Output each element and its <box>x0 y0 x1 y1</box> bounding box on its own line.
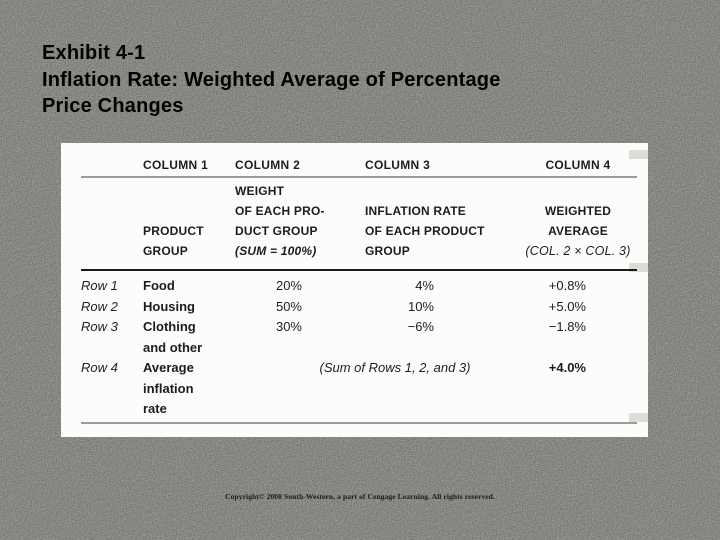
slide-title: Exhibit 4-1 Inflation Rate: Weighted Ave… <box>42 40 501 120</box>
row-label: Row 2 <box>81 298 118 314</box>
weight-subheader: WEIGHT OF EACH PRO- DUCT GROUP (SUM = 10… <box>235 177 360 271</box>
weighted-average-cell: +5.0% <box>548 298 586 314</box>
exhibit-table-panel: COLUMN 1 COLUMN 2 COLUMN 3 COLUMN 4 PROD… <box>61 143 648 437</box>
column-3-header: COLUMN 3 <box>360 151 505 178</box>
weight-cell: 30% <box>275 319 302 334</box>
inflation-table: COLUMN 1 COLUMN 2 COLUMN 3 COLUMN 4 PROD… <box>81 151 637 424</box>
sum-note-cell: (Sum of Rows 1, 2, and 3) <box>235 358 505 424</box>
inflation-rate-cell: 10% <box>407 298 434 314</box>
column-2-header: COLUMN 2 <box>235 151 360 178</box>
empty-cell <box>81 151 143 178</box>
row-label: Row 3 <box>81 319 118 334</box>
empty-cell <box>81 177 143 271</box>
title-line-2: Inflation Rate: Weighted Average of Perc… <box>42 68 501 91</box>
weighted-average-subheader: WEIGHTED AVERAGE (COL. 2 × COL. 3) <box>505 177 637 271</box>
copyright-text: Copyright© 2008 South-Western, a part of… <box>225 492 495 501</box>
weight-cell: 50% <box>275 298 302 314</box>
table-row: Row 1 Food 20% 4% +0.8% <box>81 270 637 297</box>
title-line-1: Exhibit 4-1 <box>42 42 146 64</box>
product-cell: Food <box>143 278 175 293</box>
inflation-rate-cell: 4% <box>415 278 434 293</box>
column-1-header: COLUMN 1 <box>143 151 235 178</box>
subheader-row: PRODUCT GROUP WEIGHT OF EACH PRO- DUCT G… <box>81 177 637 271</box>
row-label: Row 4 <box>81 358 143 424</box>
weighted-average-cell: +0.8% <box>548 278 586 293</box>
product-cell: Clothing and other <box>143 319 203 355</box>
table-row: Row 3 Clothing and other 30% −6% −1.8% <box>81 317 637 358</box>
row-label: Row 1 <box>81 278 118 293</box>
column-header-row: COLUMN 1 COLUMN 2 COLUMN 3 COLUMN 4 <box>81 151 637 178</box>
weight-cell: 20% <box>275 278 302 293</box>
weighted-average-total-cell: +4.0% <box>505 358 637 424</box>
product-cell: Average inflation rate <box>143 358 235 424</box>
column-4-header: COLUMN 4 <box>505 151 637 178</box>
title-line-3: Price Changes <box>42 95 184 117</box>
table-row: Row 4 Average inflation rate (Sum of Row… <box>81 358 637 424</box>
weighted-average-cell: −1.8% <box>548 319 586 334</box>
inflation-rate-cell: −6% <box>407 319 434 334</box>
inflation-rate-subheader: INFLATION RATE OF EACH PRODUCT GROUP <box>360 177 505 271</box>
product-group-subheader: PRODUCT GROUP <box>143 177 235 271</box>
table-row: Row 2 Housing 50% 10% +5.0% <box>81 297 637 318</box>
product-cell: Housing <box>143 298 195 314</box>
